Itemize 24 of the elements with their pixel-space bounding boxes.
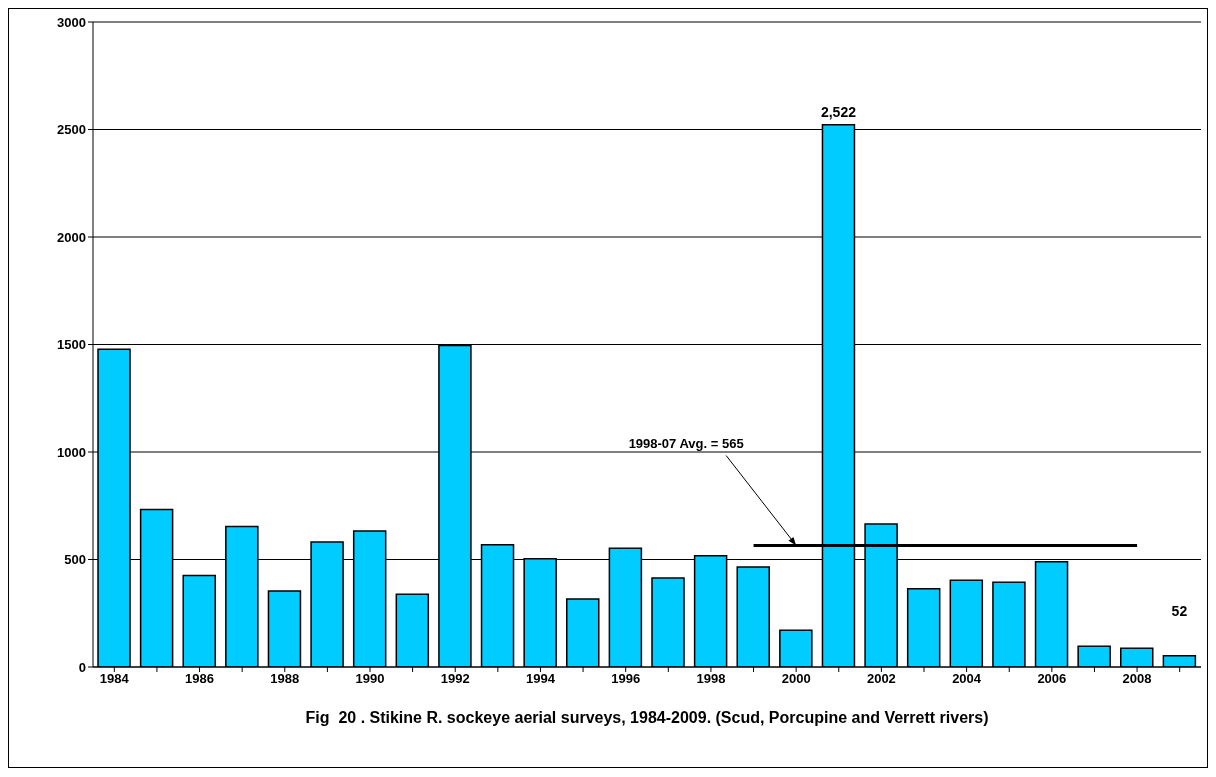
text: Fig 20 . Stikine R. sockeye aerial surveys, 1984-2009. (Scud, Porcupine and Verrett rivers) [304,709,990,727]
y-tick-label: 1000 [57,444,86,460]
x-tick-label: 2006 [1037,671,1067,687]
y-tick-label: 2000 [57,229,86,245]
x-tick-label: 2002 [866,671,896,687]
x-tick-label: 1984 [99,671,130,687]
x-tick-label: 1996 [611,671,641,687]
x-tick-label: 1994 [526,671,556,687]
x-tick-label: 1992 [440,671,470,687]
x-tick-label: 1998 [696,671,726,687]
x-tick-label: 2008 [1122,671,1152,687]
y-tick-label: 1500 [57,337,86,353]
x-tick-label: 1988 [270,671,300,687]
y-tick-label: 500 [64,552,86,568]
annotation: 1998-07 Avg. = 565 [628,435,744,451]
data-label: 52 [1171,602,1188,619]
x-tick-label: 1990 [355,671,385,687]
y-tick-label: 2500 [57,122,86,138]
y-tick-label: 0 [78,659,86,675]
data-label: 2,522 [820,103,857,120]
x-tick-label: 2004 [952,671,982,687]
x-tick-label: 1986 [185,671,214,687]
x-tick-label: 2000 [781,671,811,687]
y-tick-label: 3000 [57,14,86,30]
